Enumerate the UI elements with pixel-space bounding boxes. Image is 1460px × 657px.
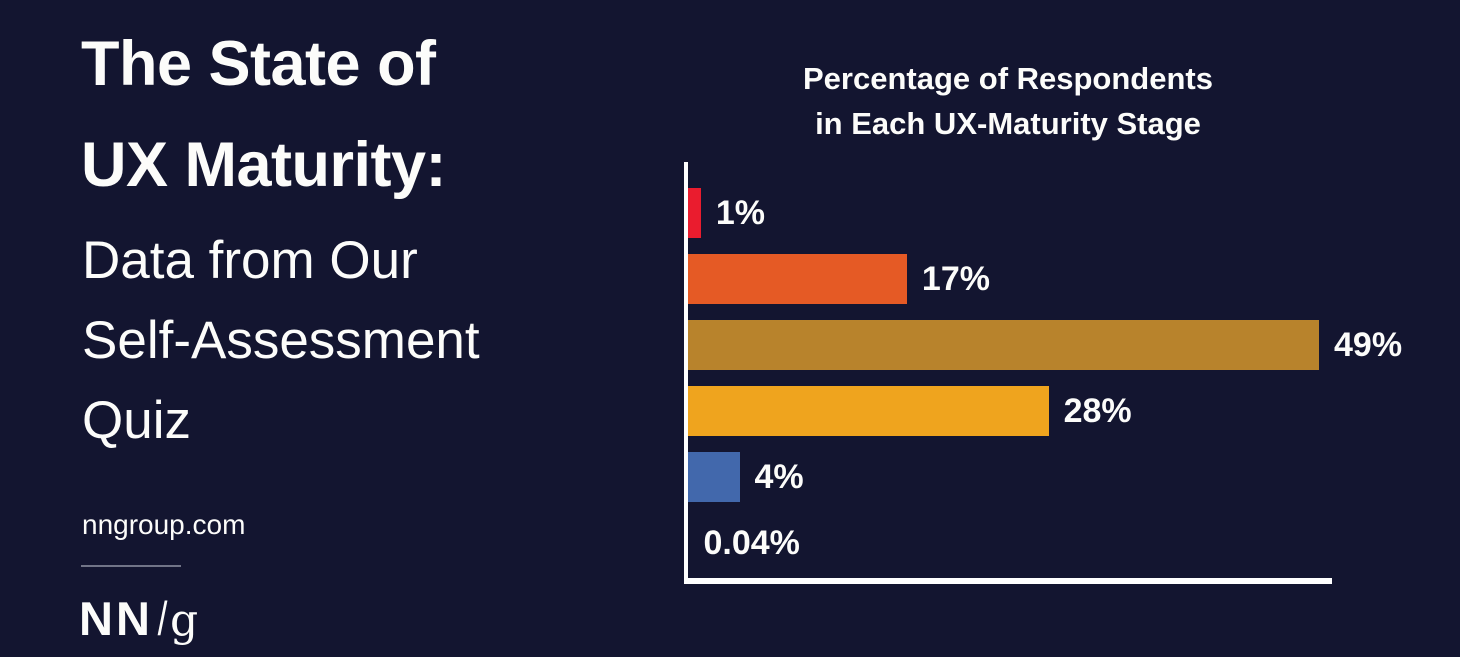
bar-value-label: 0.04%	[703, 524, 800, 562]
page-subtitle-line2: Self-Assessment	[82, 311, 480, 370]
bar-row: 4%	[688, 452, 1448, 502]
bar-row: 1%	[688, 188, 1448, 238]
page-subtitle: Data from Our Self-Assessment Quiz	[82, 221, 480, 461]
page-title-line1: The State of	[81, 29, 436, 99]
bar-segment	[688, 254, 907, 304]
bar-value-label: 1%	[715, 194, 766, 232]
bar-segment	[688, 320, 1319, 370]
divider-line	[81, 565, 181, 567]
chart-title-line1: Percentage of Respondents	[803, 61, 1213, 96]
x-axis-line	[684, 578, 1332, 584]
page-subtitle-line3: Quiz	[82, 391, 191, 450]
bar-row: 0.04%	[688, 518, 1448, 568]
bar-value-label: 49%	[1334, 326, 1403, 364]
bar-segment	[688, 188, 701, 238]
page-title: The State of UX Maturity:	[81, 14, 447, 216]
website-text: nngroup.com	[82, 509, 246, 540]
bar-value-label: 17%	[921, 260, 990, 298]
chart-title: Percentage of Respondents in Each UX-Mat…	[684, 56, 1332, 146]
nng-logo-slash: /	[157, 592, 168, 645]
bar-row: 28%	[688, 386, 1448, 436]
bar-segment	[688, 452, 740, 502]
y-axis-line	[684, 162, 688, 584]
chart-title-line2: in Each UX-Maturity Stage	[815, 106, 1201, 141]
bar-row: 17%	[688, 254, 1448, 304]
nng-logo-g: g	[169, 595, 199, 646]
bar-value-label: 4%	[754, 458, 804, 496]
nng-logo: NN/g	[79, 591, 198, 646]
bar-value-label: 28%	[1063, 392, 1132, 430]
page-title-line2: UX Maturity:	[81, 130, 447, 200]
nng-logo-nn: NN	[79, 592, 153, 645]
page-subtitle-line1: Data from Our	[82, 231, 418, 290]
bar-segment	[688, 386, 1049, 436]
bar-row: 49%	[688, 320, 1448, 370]
